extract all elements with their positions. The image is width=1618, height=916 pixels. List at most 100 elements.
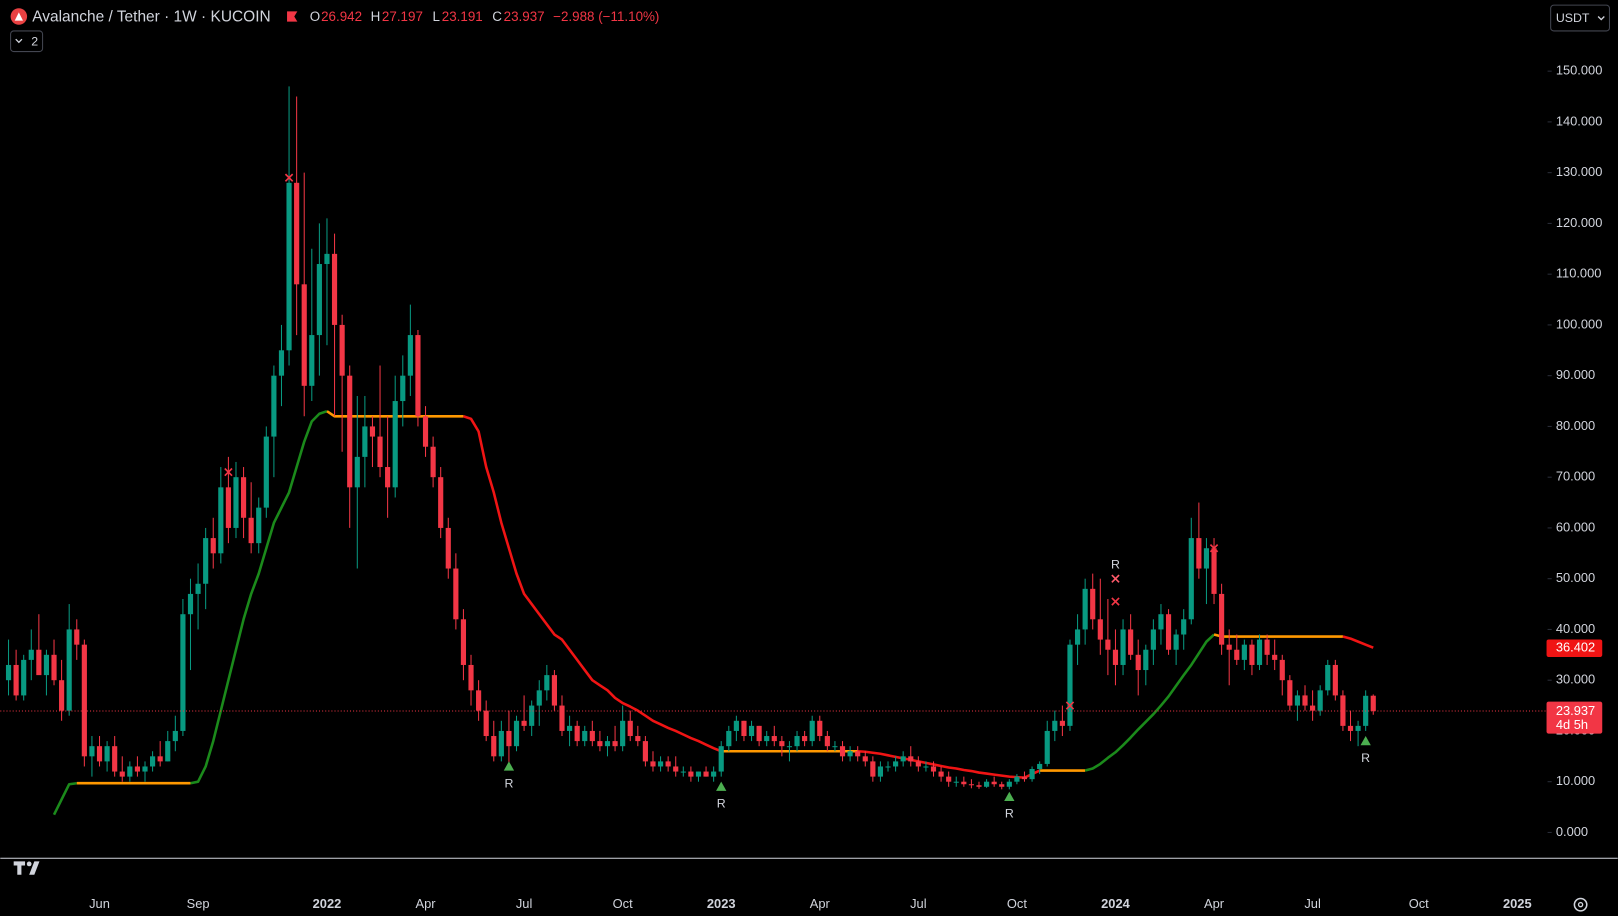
y-tick-label: 0.000 bbox=[1556, 824, 1588, 839]
x-tick-label: 2024 bbox=[1101, 896, 1130, 911]
candle-body bbox=[1173, 634, 1179, 650]
x-tick-label: Apr bbox=[416, 896, 437, 911]
y-tick-label: 80.000 bbox=[1556, 418, 1595, 433]
candle-body bbox=[551, 675, 557, 706]
candle-body bbox=[415, 335, 421, 417]
candle-body bbox=[1181, 619, 1187, 635]
candle-body bbox=[498, 730, 504, 757]
flag-icon[interactable] bbox=[287, 11, 298, 22]
candle-body bbox=[1249, 644, 1255, 665]
candle-body bbox=[832, 746, 838, 748]
candle-body bbox=[718, 746, 724, 772]
candle-body bbox=[665, 761, 671, 767]
candle-body bbox=[1067, 644, 1073, 726]
candle-body bbox=[877, 766, 884, 777]
signal-up bbox=[503, 761, 515, 771]
candle-body bbox=[1135, 654, 1141, 671]
candle-body bbox=[1021, 776, 1028, 780]
price-tag bbox=[1546, 701, 1603, 734]
candle-body bbox=[210, 538, 216, 554]
candle-body bbox=[187, 593, 194, 615]
candle-body bbox=[1211, 548, 1217, 594]
chevron-icon bbox=[1597, 16, 1605, 21]
trail-line bbox=[1342, 635, 1374, 649]
candle-body bbox=[347, 375, 353, 488]
candle-body bbox=[513, 720, 520, 747]
logo-part bbox=[26, 861, 32, 867]
candle-body bbox=[930, 766, 937, 772]
candle-body bbox=[1090, 588, 1096, 620]
candle-body bbox=[13, 664, 19, 696]
y-tick-label: 50.000 bbox=[1556, 570, 1595, 585]
candle-body bbox=[1272, 654, 1278, 660]
x-tick-label: 2022 bbox=[313, 896, 342, 911]
y-tick-label: 10.000 bbox=[1556, 773, 1595, 788]
candle-body bbox=[1370, 695, 1376, 711]
candle-body bbox=[1097, 619, 1103, 640]
y-tick-label: 140.000 bbox=[1556, 113, 1603, 128]
candle-body bbox=[324, 253, 330, 265]
tv-logo bbox=[13, 861, 40, 875]
candle-body bbox=[354, 456, 360, 488]
candle-body bbox=[688, 771, 694, 777]
candle-body bbox=[1014, 776, 1020, 782]
y-tick-label: 30.000 bbox=[1556, 672, 1595, 687]
cross-marker bbox=[1111, 597, 1120, 606]
candle-body bbox=[460, 619, 467, 665]
candle-body bbox=[36, 649, 42, 676]
candle-body bbox=[1112, 649, 1119, 665]
candle-body bbox=[1037, 763, 1043, 770]
y-tick-label: 90.000 bbox=[1556, 367, 1595, 382]
candle-body bbox=[1074, 629, 1081, 645]
candle-body bbox=[726, 730, 732, 747]
gear[interactable] bbox=[1573, 897, 1588, 912]
candle-body bbox=[786, 746, 793, 748]
candle-body bbox=[779, 741, 785, 747]
currency-button[interactable] bbox=[1550, 4, 1610, 32]
candle-body bbox=[316, 264, 322, 336]
candle-body bbox=[650, 761, 656, 767]
candle-body bbox=[983, 781, 990, 787]
candle-body bbox=[150, 756, 156, 767]
candle-body bbox=[802, 736, 808, 742]
candle-body bbox=[362, 426, 368, 457]
trail-line bbox=[52, 781, 77, 816]
candle-body bbox=[923, 766, 929, 768]
candle-body bbox=[195, 583, 201, 594]
y-tick-label: 60.000 bbox=[1556, 519, 1595, 534]
candle-body bbox=[468, 664, 474, 691]
candle-body bbox=[1203, 548, 1210, 569]
settings-icon[interactable] bbox=[1573, 897, 1588, 912]
indicator-toggle[interactable] bbox=[10, 30, 44, 53]
candle-body bbox=[946, 776, 952, 782]
candle-body bbox=[1241, 644, 1247, 660]
signal-down bbox=[1111, 574, 1120, 583]
candle-body bbox=[66, 629, 72, 711]
x-tick-label: Apr bbox=[810, 896, 831, 911]
candle-body bbox=[756, 725, 762, 742]
change-text: −2.988 (−11.10%) bbox=[553, 9, 659, 24]
candle-body bbox=[1287, 680, 1293, 706]
x-tick-label: Jul bbox=[910, 896, 926, 911]
candle-body bbox=[271, 375, 277, 437]
ohlc-label: O bbox=[310, 9, 320, 24]
gear-center[interactable] bbox=[1577, 901, 1584, 908]
candle-body bbox=[1158, 614, 1164, 630]
candle-body bbox=[331, 253, 338, 325]
candle-body bbox=[127, 766, 133, 777]
candle-body bbox=[817, 720, 823, 737]
candle-body bbox=[771, 736, 777, 742]
candle-body bbox=[1059, 720, 1065, 726]
candle-body bbox=[1006, 781, 1012, 787]
header: Avalanche / Tether · 1W · KUCOIN O 26.94… bbox=[10, 4, 1610, 53]
signal-up bbox=[716, 781, 727, 791]
candle-body bbox=[286, 182, 292, 351]
ohlc-label: H bbox=[371, 9, 381, 24]
logo-part bbox=[13, 861, 26, 875]
y-tick-label: 150.000 bbox=[1556, 63, 1603, 78]
trail-tag bbox=[1546, 639, 1603, 657]
candle-body bbox=[506, 730, 512, 747]
candle-body bbox=[392, 401, 398, 488]
candle-body bbox=[112, 746, 118, 772]
